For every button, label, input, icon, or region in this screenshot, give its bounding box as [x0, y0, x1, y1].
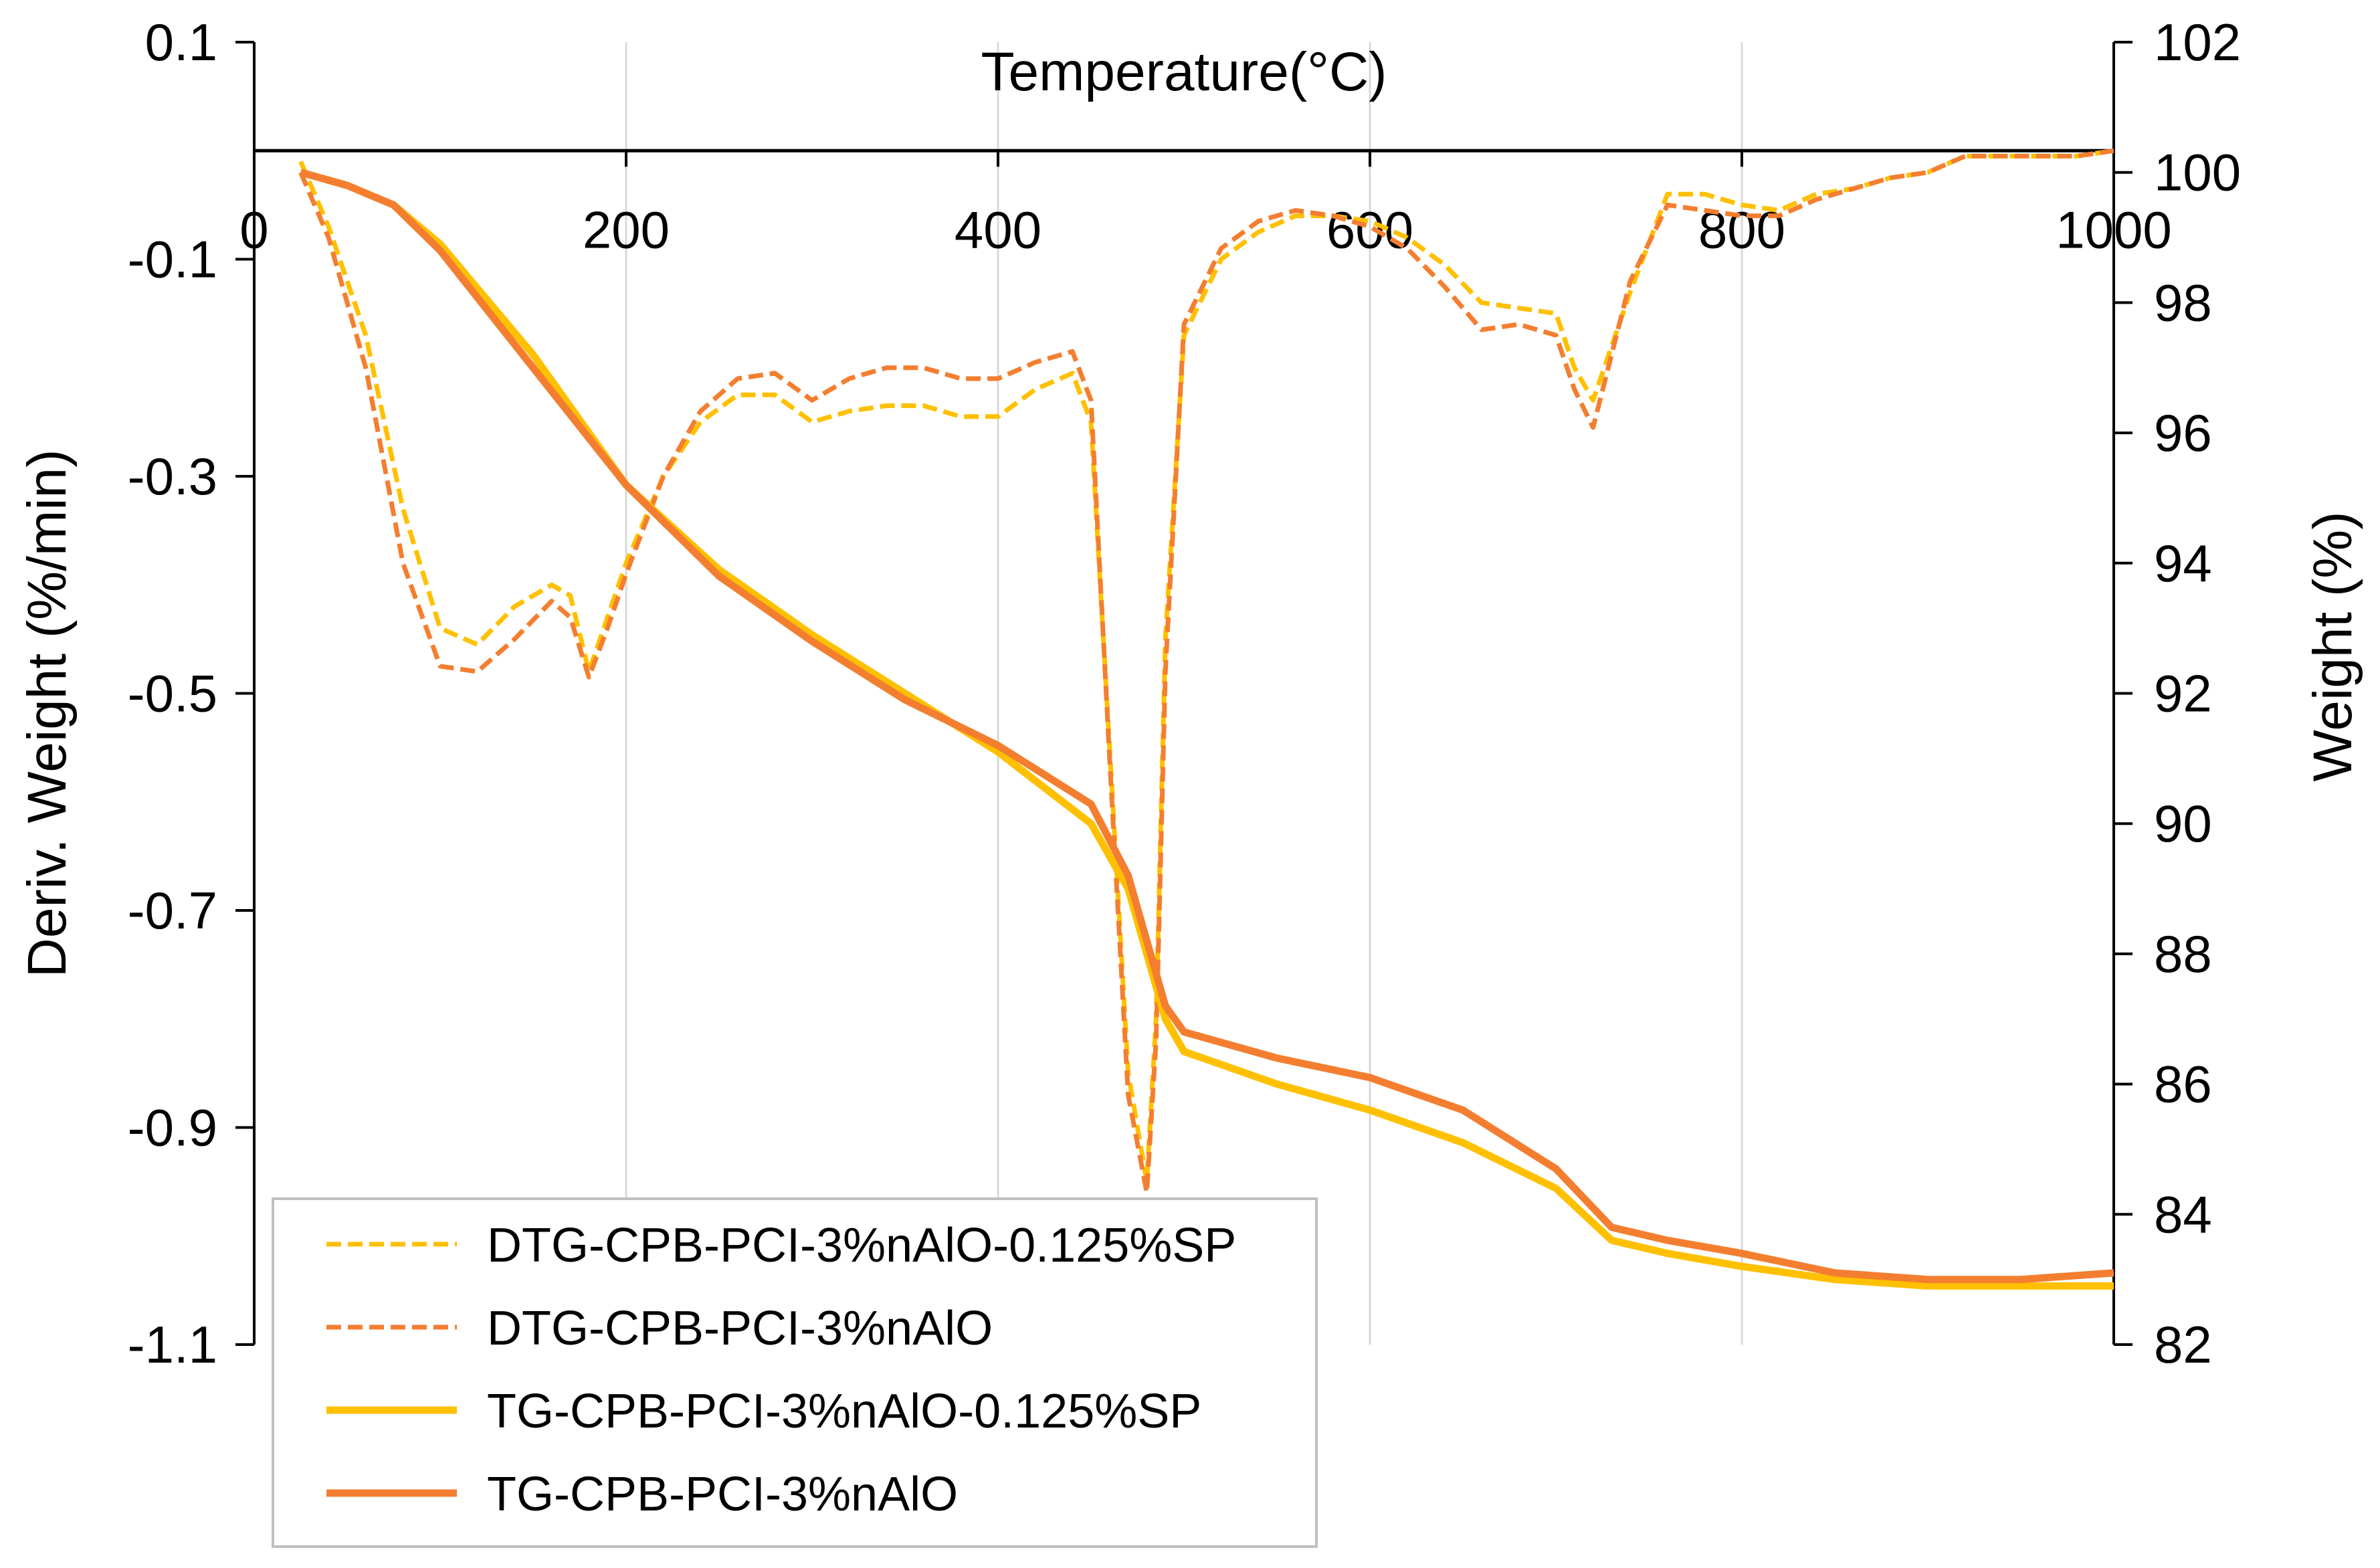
- right-tick-label: 92: [2154, 664, 2212, 723]
- x-tick-label: 400: [955, 200, 1042, 259]
- right-tick-label: 100: [2154, 143, 2241, 202]
- right-tick-label: 84: [2154, 1185, 2212, 1244]
- legend: DTG-CPB-PCI-3%nAlO-0.125%SP DTG-CPB-PCI-3…: [272, 1197, 1318, 1548]
- grid-layer: [625, 42, 1743, 1345]
- left-tick-label: -0.5: [128, 664, 217, 723]
- series-line-1: [298, 148, 2114, 1185]
- right-tick-label: 86: [2154, 1055, 2212, 1114]
- right-tick-label: 88: [2154, 924, 2212, 983]
- left-tick-label: -1.1: [128, 1315, 217, 1374]
- legend-label-4: TG-CPB-PCI-3%nAlO: [487, 1468, 958, 1521]
- x-tick-label: 1000: [2056, 200, 2172, 259]
- left-tick-label: 0.1: [145, 13, 217, 72]
- y-left-axis-title: Deriv. Weight (%/min): [17, 450, 78, 978]
- right-tick-label: 98: [2154, 273, 2212, 332]
- x-tick-label: 600: [1326, 200, 1413, 259]
- right-tick-label: 96: [2154, 403, 2212, 462]
- series-layer: [298, 148, 2114, 1290]
- series-line-3: [300, 169, 2114, 1290]
- y-right-axis-title: Weight (%): [2302, 511, 2363, 781]
- legend-box: [272, 1197, 1318, 1548]
- legend-label-3: TG-CPB-PCI-3%nAlO-0.125%SP: [487, 1385, 1201, 1438]
- series-line-2: [298, 148, 2114, 1195]
- legend-label-2: DTG-CPB-PCI-3%nAlO: [487, 1302, 993, 1355]
- left-tick-label: -0.3: [128, 447, 217, 506]
- series-line-4: [300, 169, 2114, 1284]
- x-tick-label: 200: [583, 200, 670, 259]
- right-tick-label: 102: [2154, 13, 2241, 72]
- x-axis-title: Temperature(°C): [981, 41, 1387, 102]
- right-tick-label: 94: [2154, 534, 2212, 593]
- left-tick-label: -0.1: [128, 230, 217, 289]
- right-tick-label: 82: [2154, 1315, 2212, 1374]
- legend-label-1: DTG-CPB-PCI-3%nAlO-0.125%SP: [487, 1219, 1236, 1272]
- left-tick-label: -0.7: [128, 881, 217, 940]
- right-tick-label: 90: [2154, 794, 2212, 853]
- left-tick-label: -0.9: [128, 1098, 217, 1157]
- axis-layer: 0.1 -0.1 -0.3 -0.5 -0.7 -0.9 -1.1 102 100 98 96 94 9…: [17, 13, 2363, 1374]
- x-tick-label: 0: [239, 200, 268, 259]
